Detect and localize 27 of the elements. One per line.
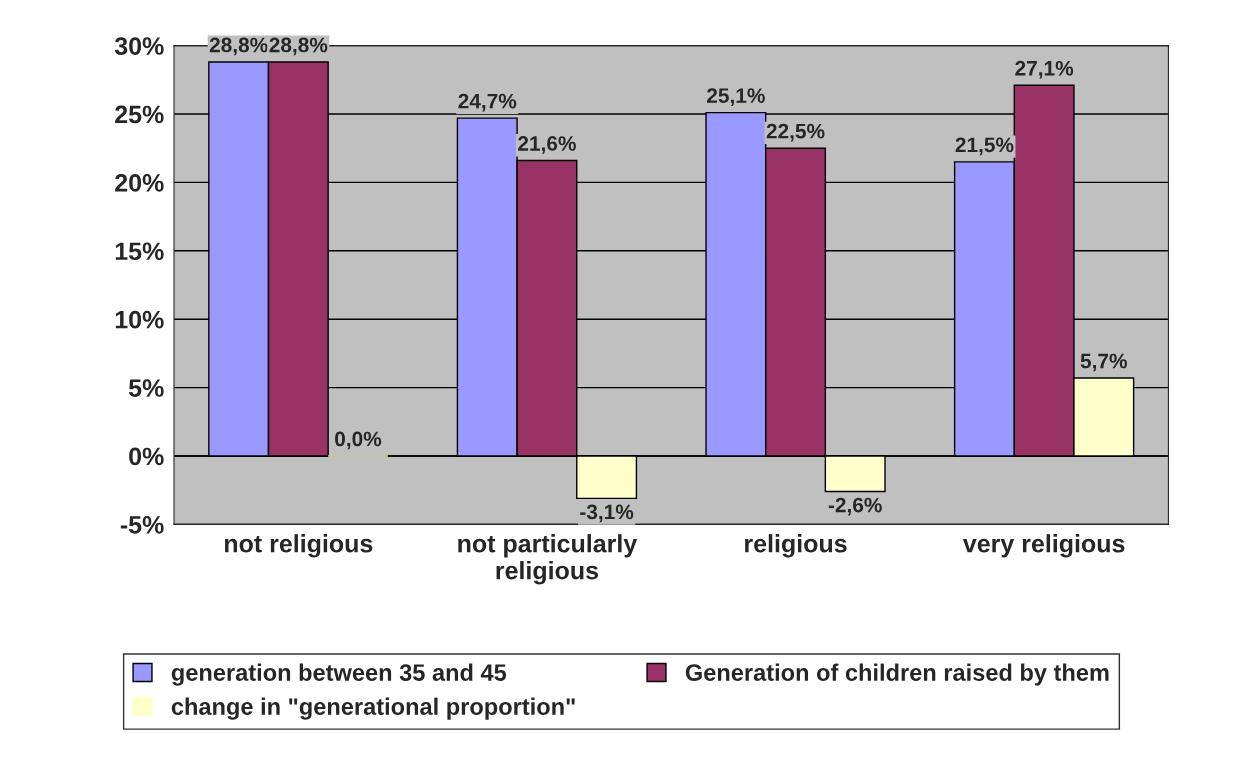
y-tick-label: 5% (128, 379, 164, 397)
data-label: -3,1% (580, 504, 634, 523)
data-label: -2,6% (828, 497, 882, 516)
x-tick-label: not religious (224, 534, 373, 558)
y-tick-label: 20% (115, 174, 164, 192)
data-label: 28,8% (269, 37, 328, 56)
data-label: 0,0% (335, 431, 382, 450)
data-label: 25,1% (707, 88, 765, 106)
data-label: 28,8% (209, 37, 268, 56)
y-tick-label: 30% (114, 37, 164, 55)
legend-label: generation between 35 and 45 (171, 663, 507, 686)
legend-label: change in "generational proportion" (171, 697, 575, 720)
x-tick-label: religious (745, 534, 847, 558)
y-tick-label: -5% (120, 516, 164, 534)
y-tick-label: 25% (115, 105, 164, 124)
data-label: 24,7% (458, 93, 517, 112)
y-tick-label: 10% (115, 310, 164, 329)
y-tick-label: 0% (129, 447, 164, 466)
data-label: 5,7% (1080, 353, 1127, 372)
data-label: 21,6% (518, 136, 576, 154)
data-label: 27,1% (1015, 60, 1074, 79)
x-tick-label: not particularly religious (458, 534, 638, 585)
data-label: 21,5% (955, 137, 1014, 156)
legend-label: Generation of children raised by them (685, 663, 1109, 686)
data-label: 22,5% (766, 123, 825, 142)
y-tick-label: 15% (115, 242, 164, 261)
x-tick-label: very religious (962, 534, 1125, 558)
